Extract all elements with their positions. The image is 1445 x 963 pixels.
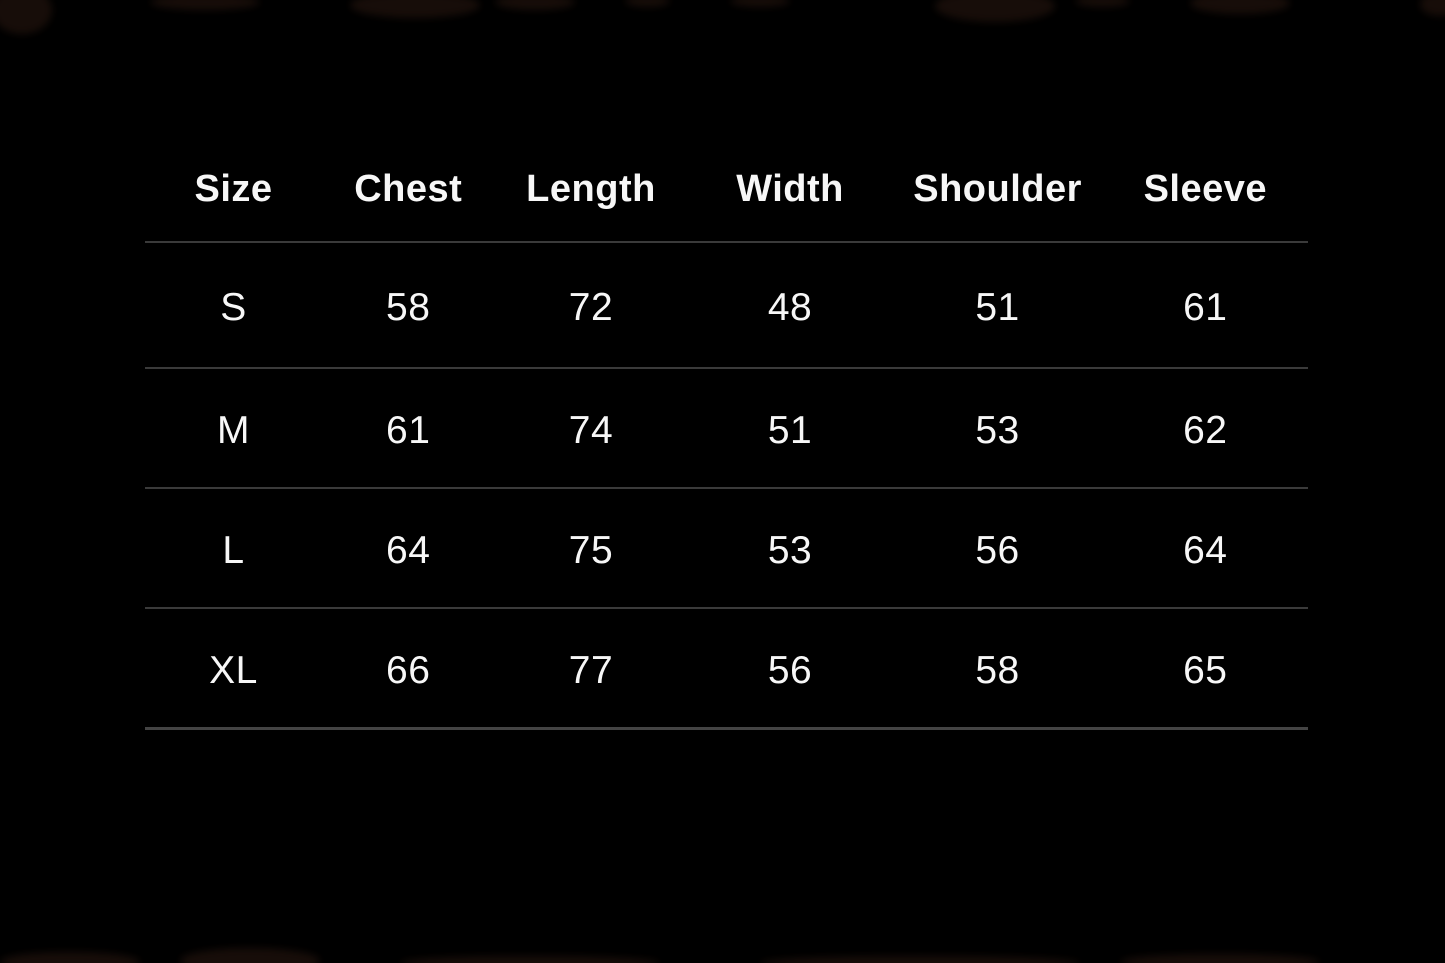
value-cell: 61 [1102,242,1308,369]
size-chart-table: Size Chest Length Width Shoulder Sleeve … [145,145,1308,730]
value-cell: 56 [892,488,1103,609]
size-cell: S [145,242,322,369]
column-header-length: Length [494,145,688,243]
value-cell: 75 [494,488,688,609]
top-edge-artifact [0,0,52,34]
top-edge-artifact [625,0,670,7]
value-cell: 65 [1102,608,1308,730]
value-cell: 53 [687,488,893,609]
value-cell: 48 [687,242,893,369]
column-header-shoulder: Shoulder [892,145,1103,243]
bottom-edge-artifact [0,952,140,963]
top-edge-artifact [935,0,1055,22]
size-cell: L [145,488,322,609]
size-cell: M [145,368,322,489]
value-cell: 56 [687,608,893,730]
value-cell: 58 [322,242,495,369]
value-cell: 77 [494,608,688,730]
top-edge-artifact [350,0,480,18]
value-cell: 66 [322,608,495,730]
top-edge-artifact [730,0,790,7]
column-header-size: Size [145,145,322,243]
top-edge-artifact [1190,0,1290,14]
value-cell: 51 [892,242,1103,369]
value-cell: 61 [322,368,495,489]
table-row-m: M 61 74 51 53 62 [145,368,1308,489]
value-cell: 53 [892,368,1103,489]
value-cell: 72 [494,242,688,369]
value-cell: 64 [1102,488,1308,609]
table-row-s: S 58 72 48 51 61 [145,242,1308,369]
value-cell: 51 [687,368,893,489]
header-row: Size Chest Length Width Shoulder Sleeve [145,145,1308,243]
table-row-l: L 64 75 53 56 64 [145,488,1308,609]
bottom-edge-artifact [760,956,1080,963]
bottom-edge-artifact [1120,954,1320,963]
size-cell: XL [145,608,322,730]
column-header-sleeve: Sleeve [1102,145,1308,243]
column-header-width: Width [687,145,893,243]
bottom-edge-artifact [180,948,320,963]
value-cell: 64 [322,488,495,609]
top-edge-artifact [1420,0,1445,16]
bottom-edge-artifact [400,956,660,963]
value-cell: 62 [1102,368,1308,489]
value-cell: 74 [494,368,688,489]
top-edge-artifact [495,0,575,10]
value-cell: 58 [892,608,1103,730]
column-header-chest: Chest [322,145,495,243]
top-edge-artifact [150,0,260,10]
table-row-xl: XL 66 77 56 58 65 [145,608,1308,730]
top-edge-artifact [1075,0,1130,7]
